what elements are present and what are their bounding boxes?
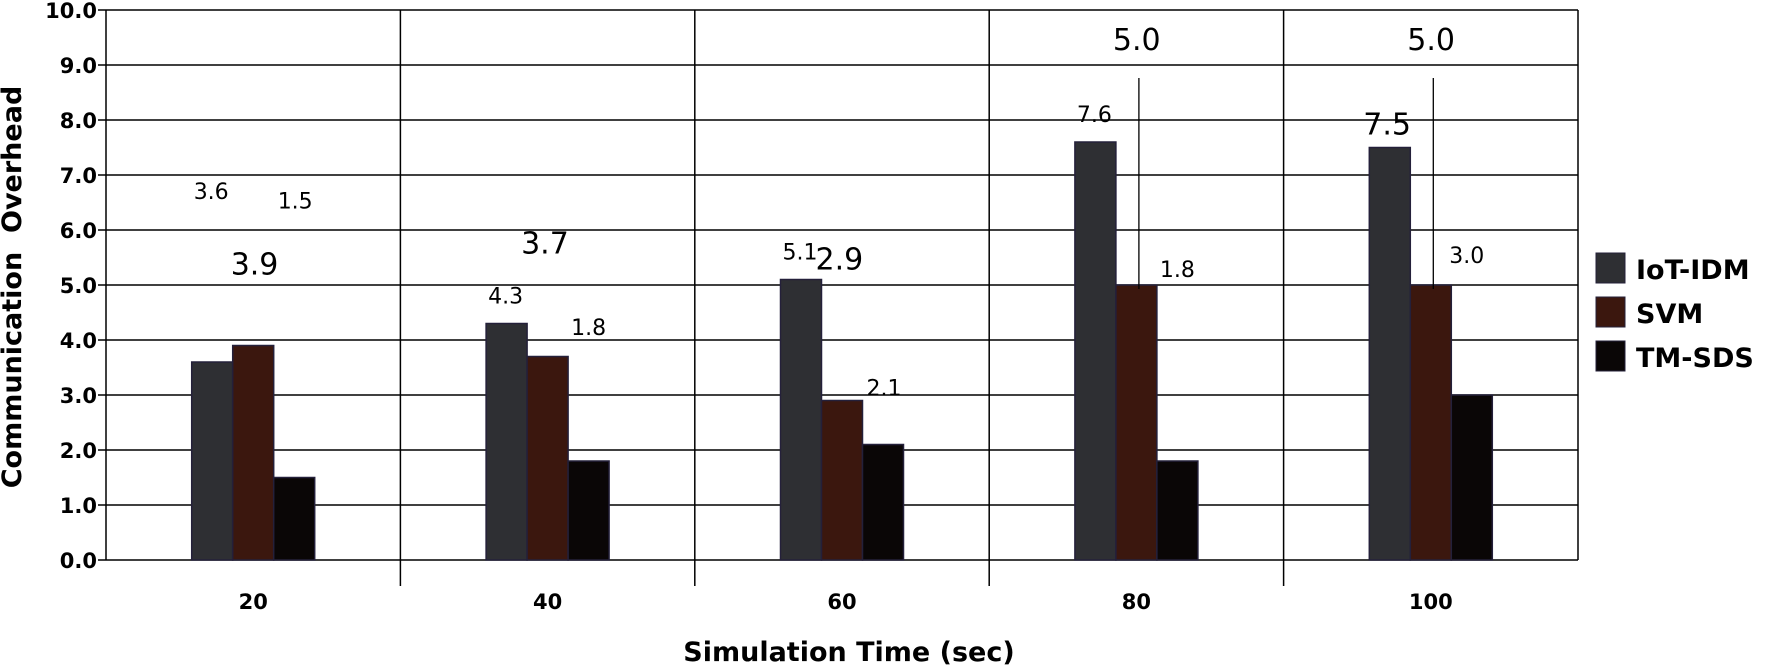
bar	[861, 443, 905, 561]
y-tick-label: 10.0	[45, 0, 97, 23]
data-label: 3.6	[194, 180, 229, 205]
bar	[231, 344, 275, 561]
y-tick-label: 8.0	[60, 109, 97, 133]
y-tick-label: 1.0	[60, 494, 97, 518]
data-label: 3.7	[521, 227, 569, 262]
bar	[1368, 146, 1412, 561]
y-axis-title: Communication Overhead	[0, 86, 28, 489]
y-tick-label: 0.0	[60, 549, 97, 573]
bar	[1409, 284, 1453, 561]
y-tick-label: 3.0	[60, 384, 97, 408]
data-label: 7.5	[1363, 108, 1411, 143]
data-label: 7.6	[1077, 103, 1112, 128]
data-label: 1.8	[1160, 258, 1195, 283]
bar	[1450, 394, 1494, 561]
bar	[820, 399, 864, 561]
bar	[1074, 141, 1117, 561]
legend: IoT-IDM SVM TM-SDS	[1595, 252, 1754, 374]
legend-label: SVM	[1636, 299, 1703, 330]
x-tick-label: 80	[1122, 590, 1151, 614]
data-label: 3.0	[1449, 244, 1484, 269]
bar	[1156, 460, 1199, 561]
legend-label: IoT-IDM	[1636, 255, 1750, 286]
bar	[779, 278, 823, 561]
bar	[485, 322, 528, 561]
bar	[526, 355, 569, 561]
legend-label: TM-SDS	[1636, 343, 1754, 374]
y-tick-label: 6.0	[60, 219, 97, 243]
y-axis-ticks: 0.0 1.0 2.0 3.0 4.0 5.0 6.0 7.0 8.0 9.0 10.0	[45, 0, 97, 573]
data-label: 4.3	[488, 285, 523, 310]
y-tick-label: 7.0	[60, 164, 97, 188]
legend-swatch	[1595, 340, 1626, 372]
data-label: 2.9	[816, 243, 864, 278]
data-label: 5.0	[1113, 23, 1161, 58]
legend-swatch	[1595, 252, 1626, 284]
bar	[190, 361, 234, 561]
data-label: 5.0	[1407, 23, 1455, 58]
data-label: 2.1	[867, 377, 902, 402]
y-tick-label: 9.0	[60, 54, 97, 78]
x-axis-ticks: 20 40 60 80 100	[239, 590, 1453, 614]
legend-swatch	[1595, 296, 1626, 328]
x-tick-label: 100	[1409, 590, 1453, 614]
x-tick-label: 20	[239, 590, 268, 614]
y-tick-label: 2.0	[60, 439, 97, 463]
data-label: 1.5	[278, 190, 313, 215]
bar	[272, 476, 316, 561]
data-label: 5.1	[783, 241, 818, 266]
x-axis-title: Simulation Time (sec)	[683, 637, 1014, 668]
y-tick-label: 5.0	[60, 274, 97, 298]
bars	[190, 141, 1494, 561]
y-tick-label: 4.0	[60, 329, 97, 353]
bar	[567, 460, 610, 561]
data-label: 3.9	[231, 248, 279, 283]
data-label: 1.8	[571, 316, 606, 341]
bar	[1115, 284, 1158, 561]
x-tick-label: 60	[827, 590, 856, 614]
data-labels: 3.6 4.3 5.1 7.6 7.5 3.9 3.7 2.9 5.0 5.0 1.5 1.8 2.1 1…	[194, 23, 1485, 402]
x-tick-label: 40	[533, 590, 562, 614]
